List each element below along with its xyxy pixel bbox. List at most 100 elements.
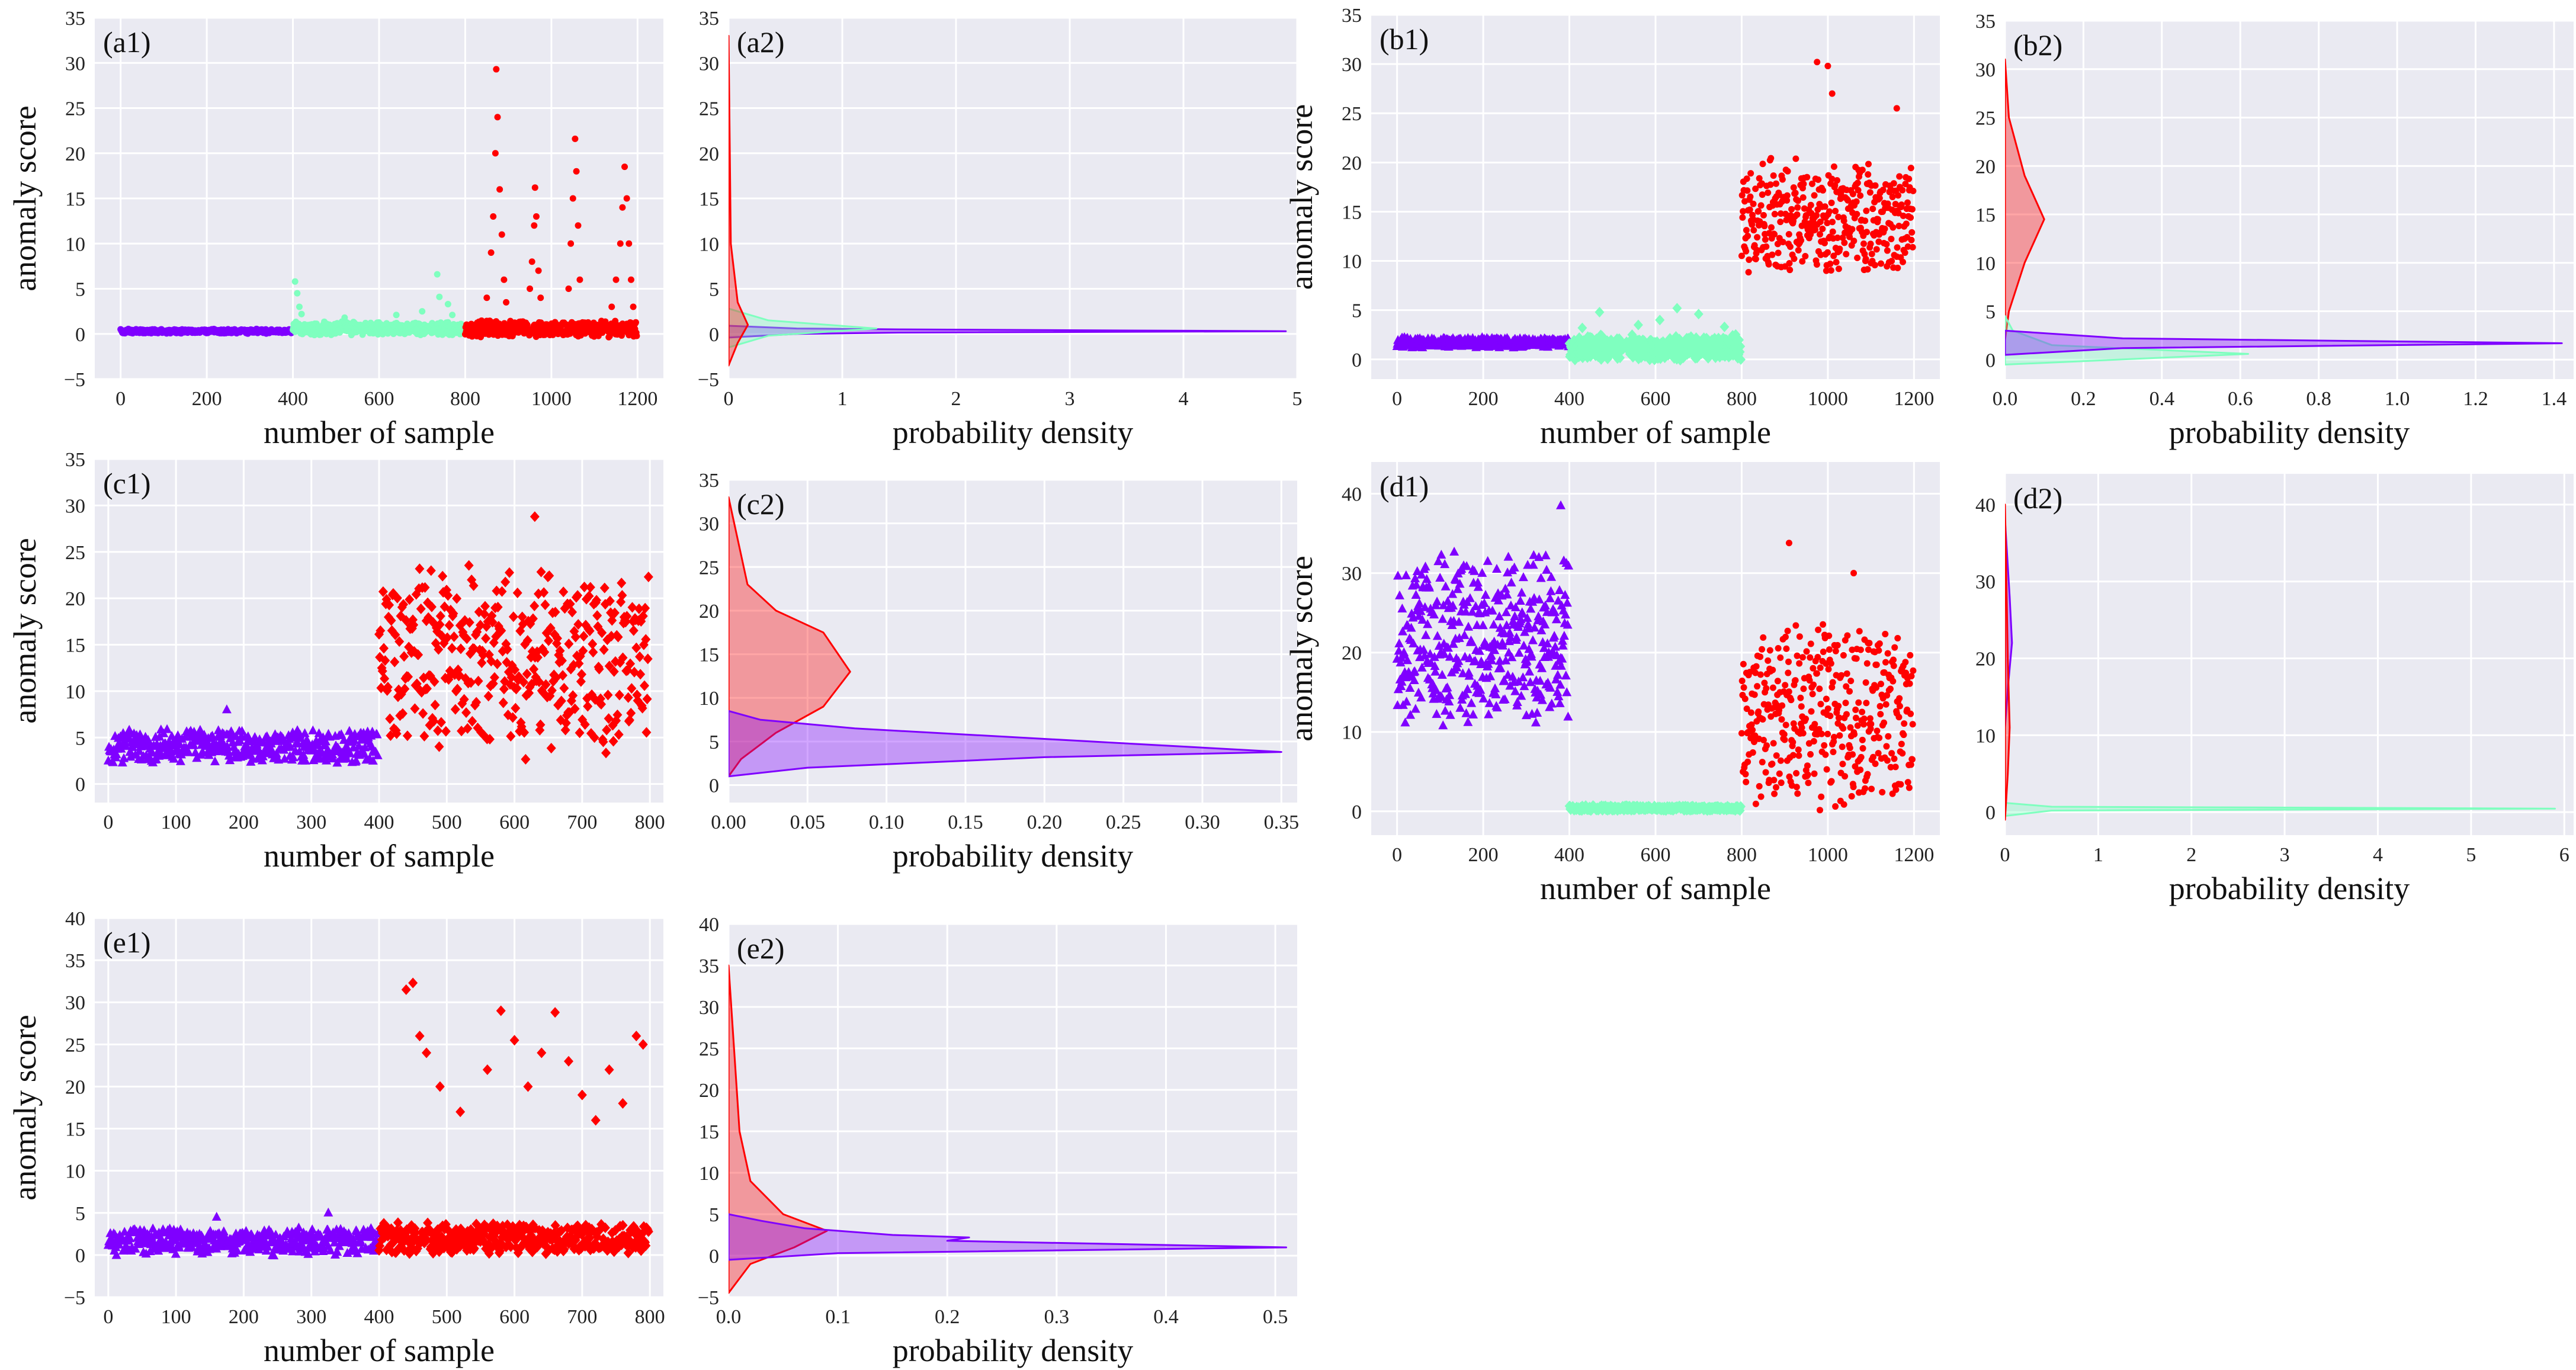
data-point: [452, 593, 462, 604]
data-point: [1490, 683, 1500, 692]
data-point: [599, 582, 609, 593]
data-point: [1517, 588, 1527, 597]
data-point: [1873, 684, 1880, 691]
data-point: [1423, 619, 1433, 628]
data-point: [1528, 635, 1538, 644]
data-point: [1419, 644, 1429, 654]
data-point: [547, 685, 557, 696]
data-point: [481, 633, 491, 644]
data-point: [222, 741, 232, 750]
data-point: [508, 611, 518, 623]
data-point: [1769, 761, 1776, 768]
data-point: [1522, 612, 1532, 622]
data-point: [1775, 249, 1782, 256]
panel-label-b2: (b2): [2013, 28, 2062, 62]
data-point: [1769, 666, 1776, 673]
data-point: [1865, 646, 1872, 653]
data-point: [1464, 621, 1474, 631]
data-point: [1550, 641, 1560, 651]
data-point: [1535, 676, 1545, 685]
data-point: [1869, 753, 1876, 761]
data-point: [1824, 219, 1831, 226]
x-tick-label: 1.0: [2385, 388, 2410, 410]
data-point: [564, 639, 574, 650]
data-point: [153, 1246, 163, 1255]
data-point: [1503, 551, 1513, 561]
data-point: [1847, 724, 1854, 731]
data-point: [1738, 678, 1746, 685]
data-point: [1843, 683, 1850, 690]
data-point: [1862, 217, 1869, 224]
data-point: [262, 731, 272, 740]
data-point: [570, 631, 580, 643]
data-point: [1799, 194, 1807, 201]
data-point: [634, 603, 644, 614]
density-fault-1-b2: [2005, 315, 2249, 365]
data-point: [1894, 634, 1901, 641]
data-point: [1740, 660, 1747, 668]
y-tick-label: 35: [1342, 5, 1362, 27]
data-point: [635, 651, 645, 662]
data-point: [1518, 608, 1528, 618]
panel-label-a2: (a2): [737, 25, 785, 59]
data-point: [422, 683, 432, 694]
data-point: [1478, 620, 1488, 630]
data-point: [1849, 751, 1856, 758]
data-point: [385, 713, 395, 724]
data-point: [409, 620, 419, 631]
data-point: [1455, 579, 1465, 588]
data-point: [1908, 236, 1915, 243]
data-point: [1848, 793, 1855, 800]
data-point: [1515, 595, 1525, 605]
data-point: [1788, 697, 1795, 704]
data-point: [300, 728, 310, 737]
data-point: [1881, 225, 1888, 232]
data-point: [1852, 763, 1859, 770]
data-point: [1908, 229, 1916, 236]
data-point: [1763, 243, 1770, 250]
data-point: [1891, 644, 1898, 651]
plot-area-b2: [2005, 21, 2574, 379]
data-point: [1777, 654, 1784, 661]
data-point: [308, 725, 318, 734]
x-tick-label: 4: [2373, 844, 2383, 866]
data-point: [1895, 222, 1903, 229]
data-point: [443, 590, 453, 601]
x-tick-label: 0.20: [1027, 811, 1063, 833]
data-point: [1500, 694, 1510, 704]
x-tick-label: 800: [450, 388, 480, 410]
data-point: [518, 676, 528, 688]
data-point: [1400, 717, 1410, 727]
data-point: [1796, 633, 1803, 640]
data-point: [540, 599, 550, 611]
data-point: [1859, 745, 1866, 752]
x-tick-label: 1.2: [2463, 388, 2488, 410]
data-point: [1835, 702, 1842, 710]
data-point: [1876, 195, 1883, 202]
data-point: [1882, 701, 1890, 708]
data-point: [1829, 679, 1836, 686]
data-point: [288, 752, 299, 762]
data-point: [1798, 703, 1805, 710]
x-axis-label-a1: number of sample: [264, 415, 495, 450]
y-tick-label: 20: [1342, 152, 1362, 174]
data-point: [1894, 244, 1901, 251]
data-point: [1536, 573, 1546, 582]
x-tick-label: 400: [364, 811, 394, 833]
data-point: [1857, 192, 1864, 199]
x-tick-label: 200: [192, 388, 222, 410]
data-point: [1542, 564, 1552, 574]
data-point: [1500, 583, 1510, 593]
x-tick-label: 1200: [617, 388, 657, 410]
data-point: [476, 620, 485, 631]
data-point: [1890, 180, 1897, 187]
data-point: [1893, 105, 1900, 112]
data-point: [1514, 647, 1524, 657]
series-layer-c2: [729, 496, 1282, 778]
data-point: [544, 635, 554, 646]
data-point: [1824, 705, 1831, 712]
data-point: [296, 303, 303, 310]
data-point: [438, 570, 448, 582]
data-point: [1615, 352, 1625, 364]
